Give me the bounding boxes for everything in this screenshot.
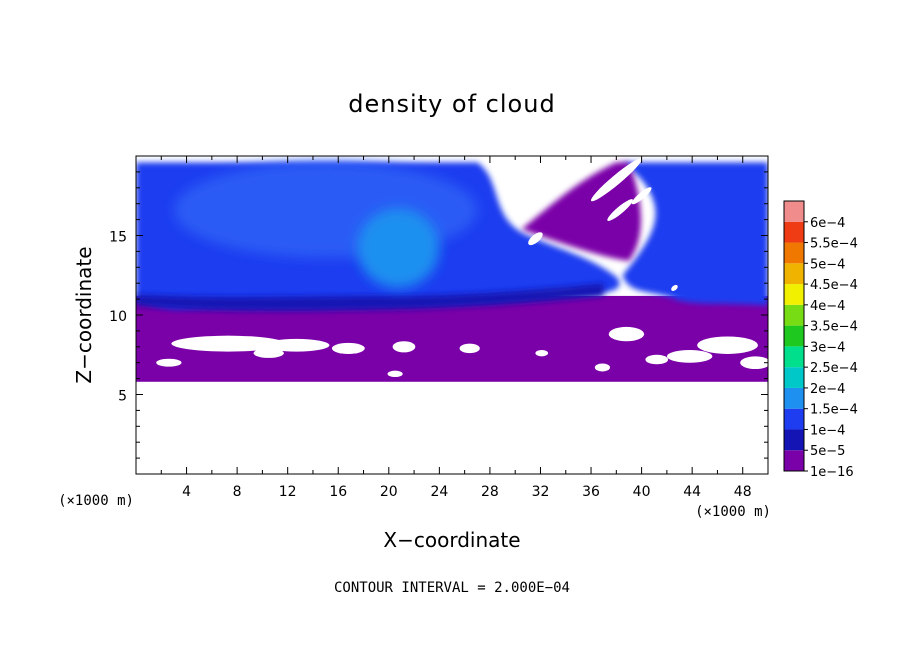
colorbar-label: 5e−4 xyxy=(810,257,845,272)
x-tick-label: 20 xyxy=(380,484,398,500)
colorbar-swatch xyxy=(784,346,804,368)
x-axis: 4 8 12 16 20 24 28 32 36 40 44 48 xyxy=(160,156,752,500)
colorbar-swatch xyxy=(784,367,804,388)
colorbar-label: 5e−5 xyxy=(810,444,845,459)
field-right-mass xyxy=(622,162,768,306)
colorbar-label: 4.5e−4 xyxy=(810,278,858,293)
field-lower-band xyxy=(136,283,604,311)
colorbar: 1e−16 5e−5 1e−4 1.5e−4 2e−4 2.5e−4 3e−4 3.5e−4 4… xyxy=(783,200,858,480)
x-tick-label: 16 xyxy=(329,484,347,500)
colorbar-swatch xyxy=(784,284,804,305)
colorbar-swatch xyxy=(784,450,804,471)
colorbar-label: 1e−16 xyxy=(810,465,854,480)
colorbar-swatch xyxy=(784,304,804,326)
colorbar-swatch xyxy=(784,201,804,222)
y-tick-label: 15 xyxy=(109,230,127,246)
colorbar-label: 4e−4 xyxy=(810,299,845,314)
colorbar-label: 3.5e−4 xyxy=(810,320,858,335)
colorbar-swatch xyxy=(784,429,804,451)
x-tick-label: 24 xyxy=(430,484,448,500)
x-tick-label: 28 xyxy=(481,484,499,500)
colorbar-label: 6e−4 xyxy=(810,216,845,231)
chart-title: density of cloud xyxy=(348,90,555,118)
x-tick-label: 8 xyxy=(233,484,242,500)
heatmap-field xyxy=(136,158,768,474)
x-tick-label: 4 xyxy=(182,484,191,500)
field-core xyxy=(357,208,440,288)
colorbar-label: 2.5e−4 xyxy=(810,361,858,376)
contour-interval-note: CONTOUR INTERVAL = 2.000E−04 xyxy=(334,580,570,596)
y-tick-label: 5 xyxy=(118,389,127,405)
field-clear-patches xyxy=(136,158,768,474)
x-axis-label: X−coordinate xyxy=(383,528,520,552)
colorbar-label: 3e−4 xyxy=(810,340,845,355)
x-tick-label: 12 xyxy=(279,484,297,500)
y-tick-label: 10 xyxy=(109,309,127,325)
colorbar-label: 2e−4 xyxy=(810,382,845,397)
x-tick-label: 32 xyxy=(532,484,550,500)
x-unit-left: (×1000 m) xyxy=(58,493,134,509)
y-axis-label: Z−coordinate xyxy=(72,246,96,383)
colorbar-swatch xyxy=(784,221,804,243)
x-tick-label: 48 xyxy=(734,484,752,500)
x-tick-label: 40 xyxy=(633,484,651,500)
colorbar-label: 1e−4 xyxy=(810,423,845,438)
colorbar-frame xyxy=(783,200,805,472)
x-unit-right: (×1000 m) xyxy=(695,504,771,520)
x-tick-label: 44 xyxy=(683,484,701,500)
y-axis: 5 10 15 xyxy=(109,171,768,459)
colorbar-swatch xyxy=(784,325,804,347)
colorbar-swatch xyxy=(784,408,804,430)
colorbar-label: 5.5e−4 xyxy=(810,237,858,252)
x-tick-label: 36 xyxy=(582,484,600,500)
colorbar-label: 1.5e−4 xyxy=(810,403,858,418)
colorbar-swatch xyxy=(784,387,804,409)
colorbar-swatch xyxy=(784,242,804,264)
colorbar-swatch xyxy=(784,263,804,285)
